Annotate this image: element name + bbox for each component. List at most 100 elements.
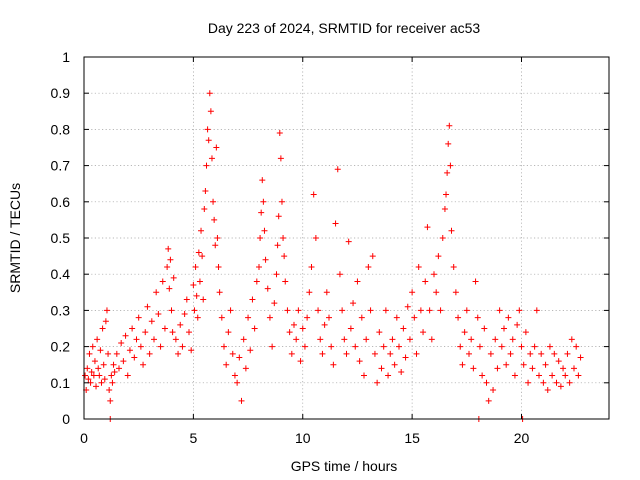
data-point bbox=[404, 303, 411, 310]
data-point bbox=[122, 332, 129, 339]
data-point bbox=[281, 253, 288, 260]
data-point bbox=[102, 318, 109, 325]
data-point bbox=[161, 325, 168, 332]
data-point bbox=[546, 343, 553, 350]
data-point bbox=[444, 169, 451, 176]
y-tick-labels: 0 0.1 0.2 0.3 0.4 0.5 0.6 0.7 0.8 0.9 1 bbox=[51, 49, 71, 427]
data-point bbox=[295, 307, 302, 314]
data-point bbox=[531, 343, 538, 350]
y-tick-label: 0 bbox=[62, 411, 70, 427]
data-point bbox=[568, 336, 575, 343]
y-tick-label: 0.1 bbox=[51, 375, 71, 391]
data-point bbox=[140, 361, 147, 368]
y-tick-label: 0.7 bbox=[51, 158, 71, 174]
data-point bbox=[529, 365, 536, 372]
x-tick-label: 10 bbox=[295, 430, 311, 446]
data-point bbox=[177, 321, 184, 328]
data-point bbox=[321, 321, 328, 328]
data-point bbox=[505, 314, 512, 321]
data-point bbox=[196, 278, 203, 285]
axis-ticks bbox=[83, 56, 609, 420]
data-point bbox=[341, 336, 348, 343]
y-tick-label: 0.2 bbox=[51, 339, 71, 355]
data-point bbox=[165, 245, 172, 252]
data-point bbox=[153, 289, 160, 296]
data-point bbox=[557, 383, 564, 390]
data-point bbox=[376, 329, 383, 336]
data-point bbox=[441, 206, 448, 213]
data-point bbox=[200, 296, 207, 303]
data-point bbox=[166, 285, 173, 292]
data-point bbox=[347, 325, 354, 332]
data-point bbox=[101, 376, 108, 383]
data-point bbox=[371, 350, 378, 357]
data-point bbox=[470, 365, 477, 372]
data-point bbox=[256, 263, 262, 270]
data-point bbox=[96, 372, 103, 379]
data-point bbox=[194, 314, 201, 321]
data-point bbox=[172, 336, 179, 343]
data-point bbox=[501, 325, 507, 332]
data-point bbox=[175, 350, 182, 357]
data-point bbox=[380, 343, 387, 350]
data-point bbox=[363, 336, 370, 343]
y-axis-label: SRMTID / TECUs bbox=[7, 183, 23, 293]
data-point bbox=[131, 354, 138, 361]
data-point bbox=[231, 372, 238, 379]
data-point bbox=[487, 350, 494, 357]
data-point bbox=[323, 289, 330, 296]
data-point bbox=[124, 372, 131, 379]
data-point bbox=[336, 271, 343, 278]
data-point bbox=[238, 397, 245, 404]
y-tick-label: 0.4 bbox=[51, 266, 71, 282]
data-point bbox=[216, 289, 223, 296]
data-point bbox=[332, 220, 339, 227]
data-point bbox=[413, 350, 420, 357]
data-point bbox=[269, 343, 276, 350]
data-point bbox=[93, 383, 100, 390]
grid bbox=[84, 57, 609, 419]
data-point bbox=[533, 307, 540, 314]
data-point bbox=[304, 314, 311, 321]
data-point bbox=[218, 314, 225, 321]
data-point bbox=[221, 343, 227, 350]
data-point bbox=[448, 227, 455, 234]
data-point bbox=[167, 256, 174, 263]
data-point bbox=[192, 263, 199, 270]
y-tick-label: 0.8 bbox=[51, 121, 71, 137]
data-point bbox=[562, 372, 569, 379]
data-point bbox=[191, 307, 198, 314]
data-point bbox=[361, 372, 367, 379]
data-point bbox=[575, 372, 582, 379]
data-point bbox=[389, 336, 396, 343]
data-point bbox=[213, 144, 220, 151]
data-point bbox=[483, 379, 490, 386]
data-point bbox=[308, 263, 315, 270]
data-point bbox=[516, 307, 523, 314]
x-tick-label: 5 bbox=[189, 430, 197, 446]
data-point bbox=[468, 336, 475, 343]
data-point bbox=[481, 325, 488, 332]
data-point bbox=[330, 361, 337, 368]
data-points bbox=[82, 90, 584, 422]
data-point bbox=[306, 289, 313, 296]
data-point bbox=[367, 307, 374, 314]
plot-frame bbox=[83, 56, 610, 420]
data-point bbox=[282, 278, 289, 285]
data-point bbox=[84, 365, 91, 372]
data-point bbox=[249, 296, 256, 303]
data-point bbox=[164, 263, 171, 270]
data-point bbox=[542, 361, 549, 368]
data-point bbox=[116, 365, 122, 372]
data-point bbox=[334, 166, 341, 173]
data-point bbox=[95, 365, 102, 372]
data-point bbox=[553, 379, 560, 386]
data-point bbox=[271, 300, 278, 307]
data-point bbox=[382, 307, 389, 314]
data-point bbox=[129, 325, 136, 332]
data-point bbox=[431, 271, 437, 278]
data-point bbox=[90, 372, 97, 379]
data-point bbox=[211, 216, 218, 223]
data-point bbox=[463, 307, 470, 314]
data-point bbox=[317, 336, 324, 343]
